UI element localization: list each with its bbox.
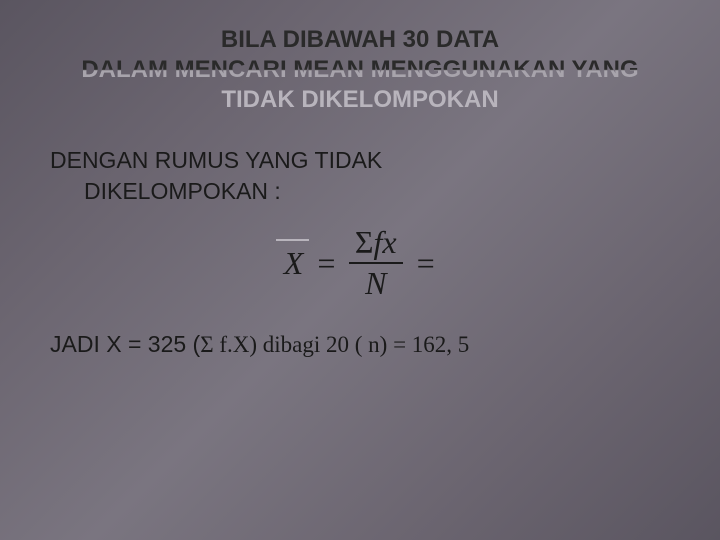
formula-overline [276, 239, 310, 241]
title-line-1-text: BILA DIBAWAH 30 DATA [221, 26, 499, 53]
formula-fraction: Σfx N [349, 225, 403, 301]
title-line-3: TIDAK DIKELOMPOKAN [40, 85, 680, 115]
conclusion-suffix: Σ f.X) dibagi 20 ( n) = 162, 5 [200, 332, 469, 357]
slide-container: BILA DIBAWAH 30 DATA DALAM MENCARI MEAN … [0, 0, 720, 540]
formula-eq1: = [315, 245, 337, 282]
body-line-2: DIKELOMPOKAN : [50, 176, 680, 207]
title-line-2-text: DALAM MENCARI MEAN MENGGUNAKAN YANG [81, 55, 638, 85]
title-line-2: DALAM MENCARI MEAN MENGGUNAKAN YANG [40, 55, 680, 85]
formula-row: X = Σfx N = [284, 225, 436, 301]
formula-sigma: Σ [355, 224, 374, 260]
formula-num-rest: fx [374, 224, 397, 260]
conclusion-prefix: JADI X = 325 ( [50, 331, 200, 357]
formula-lhs: X [284, 245, 304, 282]
formula-denominator: N [359, 264, 392, 301]
formula-eq2: = [415, 245, 437, 282]
title-line-3-text: TIDAK DIKELOMPOKAN [221, 86, 498, 113]
slide-title: BILA DIBAWAH 30 DATA DALAM MENCARI MEAN … [40, 25, 680, 115]
body-line-1: DENGAN RUMUS YANG TIDAK [50, 145, 680, 176]
formula-lhs-x: X [284, 245, 304, 281]
title-line-1: BILA DIBAWAH 30 DATA [40, 25, 680, 55]
conclusion: JADI X = 325 (Σ f.X) dibagi 20 ( n) = 16… [40, 331, 680, 358]
body-text: DENGAN RUMUS YANG TIDAK DIKELOMPOKAN : [40, 145, 680, 207]
formula: X = Σfx N = [40, 225, 680, 301]
formula-numerator: Σfx [349, 225, 403, 262]
